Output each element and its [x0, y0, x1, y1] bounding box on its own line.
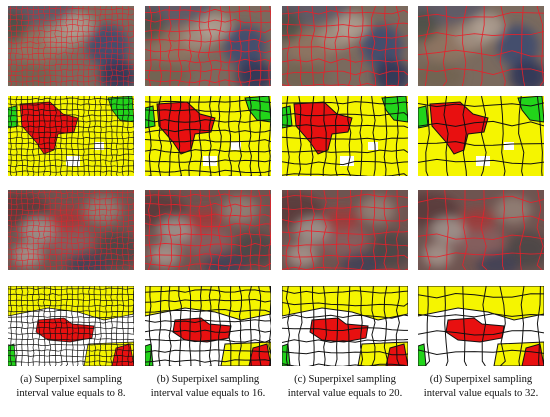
classification-map-2-interval-16	[145, 286, 271, 366]
classification-map-1-interval-8	[8, 96, 134, 176]
superpixel-image-2-interval-16	[145, 190, 271, 270]
superpixel-image-1-interval-16	[145, 6, 271, 86]
classification-map-1-interval-32	[418, 96, 544, 176]
superpixel-image-1-interval-20	[282, 6, 408, 86]
caption-d-line-1: (d) Superpixel sampling	[429, 374, 533, 385]
caption-d: (d) Superpixel sampling interval value e…	[413, 373, 549, 401]
classification-map-1-interval-20	[282, 96, 408, 176]
caption-b: (b) Superpixel sampling interval value e…	[140, 373, 276, 401]
caption-a-line-1: (a) Superpixel sampling	[20, 374, 122, 385]
classification-map-2-interval-8	[8, 286, 134, 366]
classification-map-1-interval-16	[145, 96, 271, 176]
caption-c-line-2: interval value equals to 20.	[287, 388, 403, 399]
classification-map-2-interval-32	[418, 286, 544, 366]
superpixel-image-2-interval-32	[418, 190, 544, 270]
caption-b-line-2: interval value equals to 16.	[150, 388, 266, 399]
caption-b-line-1: (b) Superpixel sampling	[156, 374, 260, 385]
superpixel-image-1-interval-8	[8, 6, 134, 86]
caption-c: (c) Superpixel sampling interval value e…	[277, 373, 413, 401]
caption-d-line-2: interval value equals to 32.	[423, 388, 539, 399]
classification-map-2-interval-20	[282, 286, 408, 366]
caption-a: (a) Superpixel sampling interval value e…	[3, 373, 139, 401]
superpixel-image-2-interval-8	[8, 190, 134, 270]
superpixel-image-1-interval-32	[418, 6, 544, 86]
caption-c-line-1: (c) Superpixel sampling	[294, 374, 396, 385]
caption-a-line-2: interval value equals to 8.	[16, 388, 126, 399]
superpixel-image-2-interval-20	[282, 190, 408, 270]
